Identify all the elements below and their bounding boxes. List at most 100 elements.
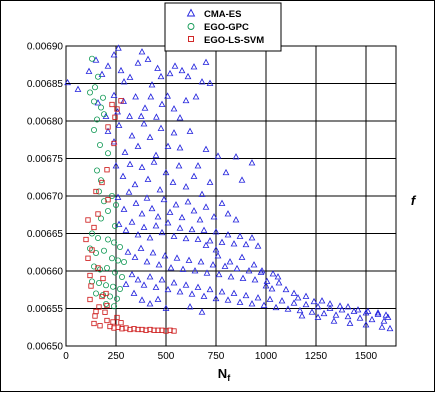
cma-es-point <box>138 210 146 217</box>
cma-es-point <box>239 274 247 281</box>
cma-es-point <box>198 190 206 197</box>
cma-es-point <box>182 183 190 190</box>
cma-es-point <box>156 186 164 193</box>
cma-es-point <box>134 231 142 238</box>
cma-es-point <box>160 195 168 203</box>
x-axis-label-main: N <box>218 366 227 381</box>
cma-es-point <box>232 153 240 160</box>
cma-es-point <box>190 207 198 214</box>
cma-es-point <box>134 142 142 149</box>
x-tick-label: 0 <box>63 351 69 362</box>
ego-gpc-point <box>112 222 119 229</box>
ego-ls-svm-point <box>88 283 94 289</box>
cma-es-point <box>150 158 158 165</box>
cma-es-point <box>263 277 271 284</box>
x-tick-label: 1250 <box>305 351 328 362</box>
cma-es-point <box>138 163 146 170</box>
cma-es-point <box>302 292 310 299</box>
ego-ls-svm-point <box>119 326 125 332</box>
cma-es-point <box>137 244 145 251</box>
ego-ls-svm-point <box>110 319 116 325</box>
ego-gpc-point <box>101 111 108 118</box>
cma-es-point <box>182 96 190 104</box>
ego-ls-svm-point <box>104 167 110 173</box>
cma-es-point <box>368 315 376 323</box>
cma-es-point <box>284 305 292 312</box>
cma-es-point <box>152 283 160 290</box>
cma-es-point <box>170 232 178 239</box>
ego-gpc-point <box>98 104 105 111</box>
ego-ls-svm-point <box>89 247 95 253</box>
x-tick-label: 1500 <box>355 351 378 362</box>
ego-gpc-point <box>101 247 108 254</box>
legend-marker-ego-ls-svm <box>188 36 194 42</box>
cma-es-point <box>126 160 134 167</box>
cma-es-point <box>362 321 370 328</box>
cma-es-point <box>198 78 206 85</box>
cma-es-point <box>141 104 149 111</box>
ego-gpc-point <box>95 234 102 241</box>
cma-es-point <box>179 265 187 272</box>
ego-gpc-point <box>100 94 107 101</box>
ego-ls-svm-point <box>104 302 110 309</box>
ego-ls-svm-point <box>103 290 109 297</box>
ego-gpc-point <box>105 207 112 214</box>
cma-es-point <box>326 304 334 311</box>
ego-gpc-point <box>112 269 119 276</box>
cma-es-point <box>143 258 151 265</box>
ego-ls-svm-point <box>109 101 115 108</box>
ego-ls-svm-point <box>97 323 103 329</box>
ego-gpc-point <box>89 278 96 285</box>
cma-es-point <box>212 246 220 253</box>
ego-gpc-point <box>114 295 121 302</box>
cma-es-point <box>332 311 340 318</box>
y-tick-label: 0.00675 <box>27 154 64 165</box>
cma-es-point <box>140 223 148 230</box>
y-tick-label: 0.00690 <box>27 42 64 53</box>
cma-es-point <box>184 72 192 80</box>
ego-ls-svm-point <box>102 309 108 315</box>
cma-es-point <box>115 121 123 128</box>
cma-es-point <box>230 289 238 296</box>
cma-es-point <box>146 133 154 140</box>
ego-ls-svm-point <box>95 211 101 217</box>
cma-es-point <box>98 70 106 77</box>
cma-es-point <box>128 132 136 139</box>
cma-es-point <box>214 252 222 259</box>
cma-es-point <box>338 306 346 313</box>
cma-es-point <box>137 112 145 119</box>
cma-es-point <box>248 300 256 307</box>
cma-es-point <box>146 300 154 307</box>
cma-es-point <box>134 59 142 66</box>
ego-ls-svm-point <box>107 323 113 330</box>
cma-es-point <box>182 281 190 288</box>
y-tick-label: 0.00670 <box>27 192 64 203</box>
ego-ls-svm-point <box>105 197 111 203</box>
cma-es-point <box>197 258 205 265</box>
legend-marker-ego-gpc <box>187 23 195 30</box>
ego-ls-svm-point <box>85 217 91 223</box>
cma-es-point <box>154 213 162 220</box>
cma-es-point <box>176 144 184 151</box>
cma-es-point <box>227 273 235 280</box>
ego-ls-svm-point <box>111 140 117 147</box>
cma-es-point <box>185 256 193 263</box>
ego-ls-svm-point <box>96 304 102 310</box>
cma-es-point <box>85 67 93 74</box>
cma-es-point <box>224 231 232 238</box>
ego-ls-svm-point <box>112 114 118 120</box>
legend-marker-cma-es <box>186 8 196 17</box>
cma-es-point <box>238 253 246 260</box>
cma-es-point <box>233 264 241 272</box>
cma-es-point <box>188 225 196 233</box>
legend-label-cma-es: CMA-ES <box>204 9 241 20</box>
cma-es-point <box>131 180 139 188</box>
cma-es-point <box>210 213 218 220</box>
ego-ls-svm-point <box>91 224 97 231</box>
ego-gpc-point <box>105 150 112 157</box>
cma-es-point <box>258 267 266 274</box>
cma-es-point <box>132 199 140 206</box>
cma-es-point <box>158 276 166 283</box>
cma-es-point <box>162 304 170 311</box>
